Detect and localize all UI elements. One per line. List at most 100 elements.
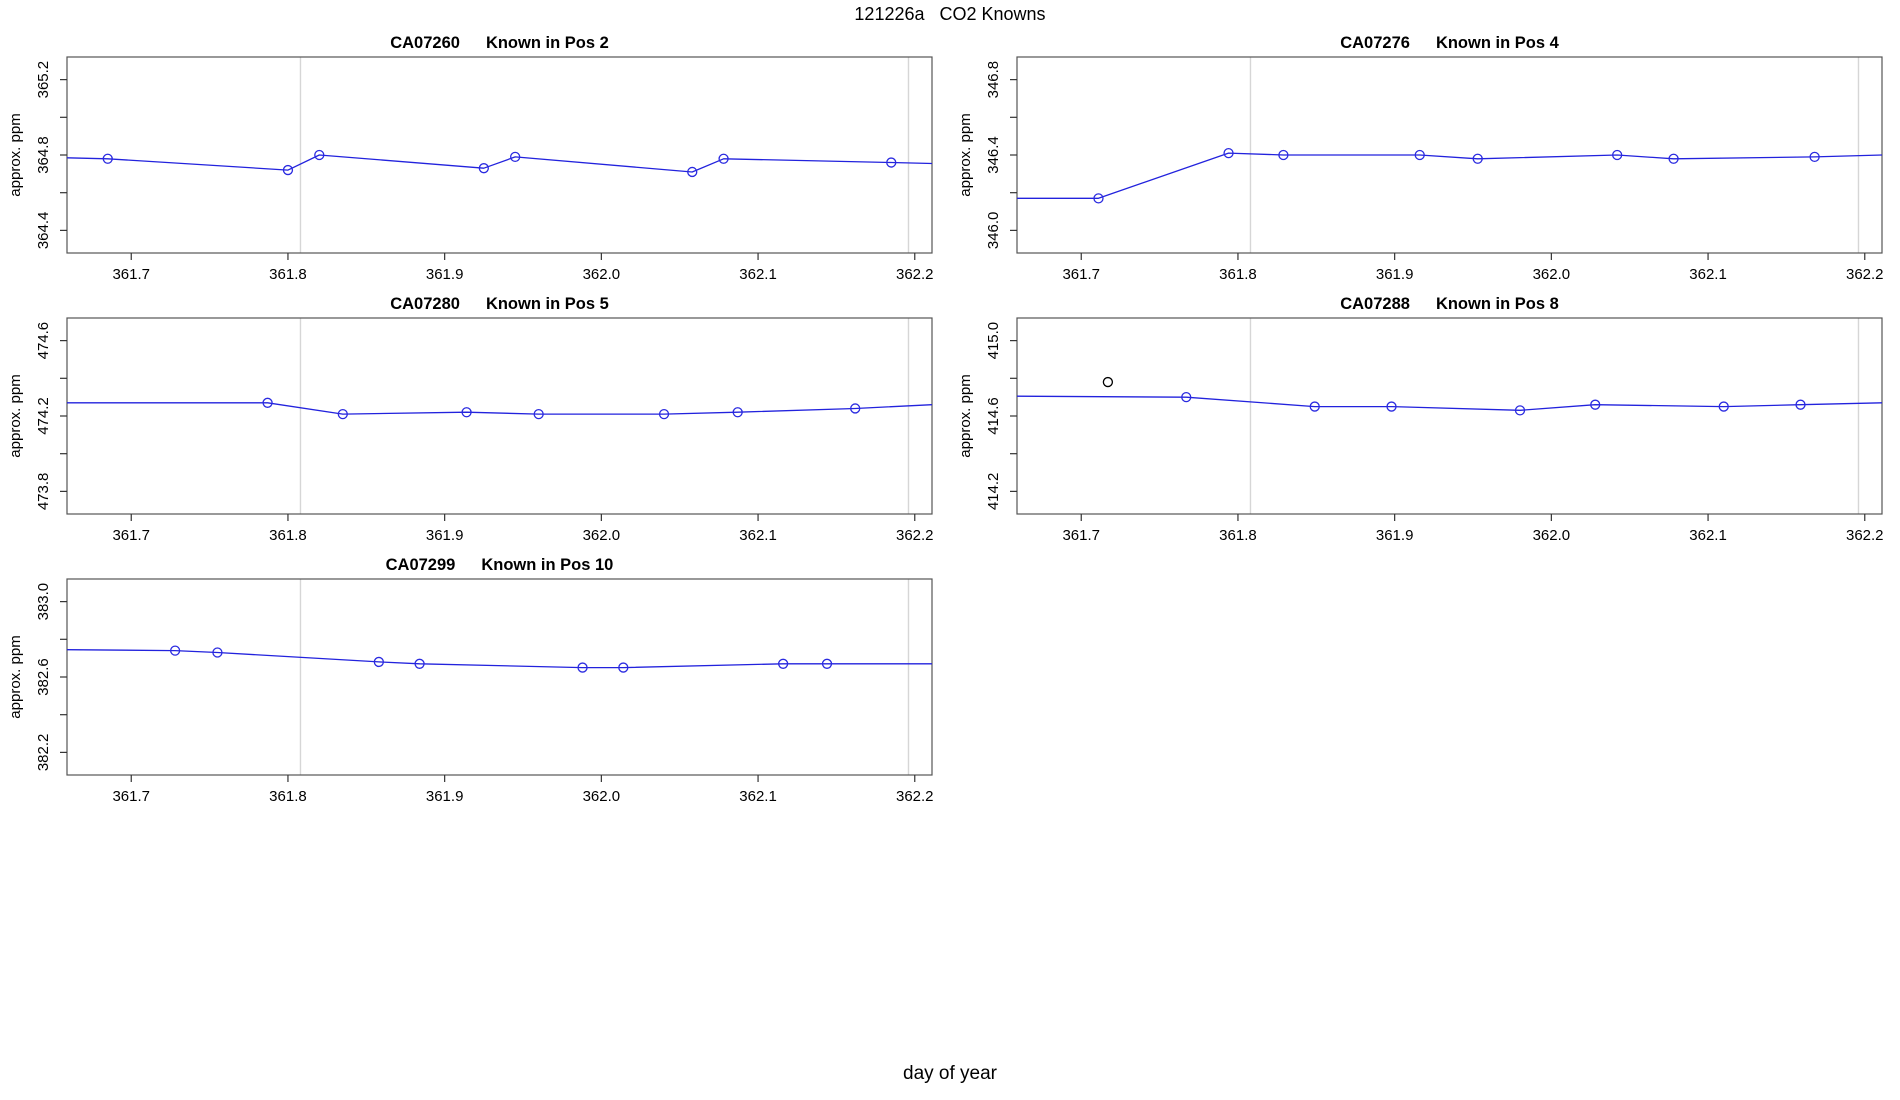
panel-ca07276: CA07276 Known in Pos 4 361.7 361.8 361.9 362.… bbox=[950, 25, 1900, 285]
y-axis-label: approx. ppm bbox=[957, 113, 974, 196]
plot-box bbox=[1016, 317, 1883, 515]
x-tick-label: 362.2 bbox=[896, 788, 934, 805]
x-tick-label: 361.9 bbox=[1376, 527, 1414, 544]
data-point bbox=[282, 164, 294, 176]
x-tick-label: 362.2 bbox=[896, 527, 934, 544]
panel-svg-ca07280: CA07280 Known in Pos 5 361.7 361.8 361.9 362.… bbox=[7, 295, 934, 544]
y-tick-label: 346.0 bbox=[985, 212, 1002, 250]
series-line bbox=[66, 154, 933, 173]
x-tick-label: 362.0 bbox=[1533, 527, 1571, 544]
y-tick-label: 383.0 bbox=[35, 583, 52, 621]
panel-title: CA07280 Known in Pos 5 bbox=[390, 295, 609, 313]
x-tick-label: 361.8 bbox=[1219, 266, 1257, 283]
data-point bbox=[1386, 401, 1397, 412]
y-axis-label: approx. ppm bbox=[7, 635, 24, 718]
x-tick-label: 362.0 bbox=[583, 266, 621, 283]
x-tick-label: 361.8 bbox=[269, 788, 307, 805]
data-point bbox=[533, 408, 544, 420]
panel-title: CA07299 Known in Pos 10 bbox=[386, 556, 614, 574]
data-point bbox=[718, 153, 729, 164]
panel-ca07299: CA07299 Known in Pos 10 361.7 361.8 361.9 362… bbox=[0, 547, 950, 807]
data-point bbox=[337, 408, 348, 420]
x-tick-label: 361.7 bbox=[1062, 527, 1100, 544]
x-tick-label: 361.7 bbox=[112, 527, 150, 544]
x-tick-label: 362.0 bbox=[1533, 266, 1571, 283]
panel-title: CA07276 Known in Pos 4 bbox=[1340, 34, 1559, 52]
data-point bbox=[577, 662, 588, 673]
data-point bbox=[314, 149, 325, 161]
x-tick-label: 361.9 bbox=[1376, 266, 1414, 283]
y-axis-label: approx. ppm bbox=[7, 113, 24, 196]
x-tick-label: 361.7 bbox=[112, 266, 150, 283]
data-point bbox=[687, 166, 698, 178]
y-tick-label: 474.2 bbox=[35, 397, 52, 435]
data-point bbox=[373, 656, 384, 668]
panel-ca07260: CA07260 Known in Pos 2 361.7 361.8 361.9 362.… bbox=[0, 25, 950, 285]
x-tick-label: 361.7 bbox=[1062, 266, 1100, 283]
data-point bbox=[1309, 401, 1320, 412]
series-line bbox=[1017, 152, 1883, 199]
outlier-point bbox=[1102, 376, 1114, 388]
panel-svg-ca07299: CA07299 Known in Pos 10 361.7 361.8 361.9 362… bbox=[7, 556, 934, 805]
x-tick-label: 362.1 bbox=[739, 266, 777, 283]
plot-box bbox=[1016, 56, 1883, 254]
x-tick-label: 362.1 bbox=[1689, 266, 1727, 283]
plot-box bbox=[66, 317, 933, 515]
series-line bbox=[66, 649, 932, 669]
x-tick-label: 361.8 bbox=[269, 266, 307, 283]
y-tick-label: 473.8 bbox=[35, 473, 52, 511]
x-tick-label: 362.1 bbox=[1689, 527, 1727, 544]
panel-ca07288: CA07288 Known in Pos 8 361.7 361.8 361.9 362.… bbox=[950, 286, 1900, 546]
data-point bbox=[1278, 149, 1289, 161]
data-point bbox=[1590, 399, 1601, 410]
y-tick-label: 364.8 bbox=[35, 136, 52, 174]
x-tick-label: 361.7 bbox=[112, 788, 150, 805]
series-line bbox=[1016, 395, 1883, 411]
panel-svg-ca07288: CA07288 Known in Pos 8 361.7 361.8 361.9 362.… bbox=[957, 295, 1884, 544]
data-point bbox=[461, 407, 472, 418]
x-axis-shared-label: day of year bbox=[903, 1063, 997, 1084]
page-title: 121226a CO2 Knowns bbox=[854, 4, 1046, 24]
x-tick-label: 362.1 bbox=[739, 527, 777, 544]
data-point bbox=[1718, 401, 1729, 412]
y-tick-label: 382.2 bbox=[35, 734, 52, 772]
x-tick-label: 362.0 bbox=[583, 788, 621, 805]
data-point bbox=[1181, 392, 1192, 403]
plot-box bbox=[66, 578, 933, 776]
data-point bbox=[658, 408, 670, 420]
data-point bbox=[1223, 147, 1234, 159]
plot-box bbox=[66, 56, 933, 254]
x-tick-label: 362.2 bbox=[1846, 266, 1884, 283]
data-point bbox=[850, 403, 861, 414]
y-tick-label: 414.6 bbox=[985, 397, 1002, 435]
x-tick-label: 362.0 bbox=[583, 527, 621, 544]
data-point bbox=[821, 658, 833, 669]
x-tick-label: 361.9 bbox=[426, 527, 464, 544]
data-point bbox=[1795, 399, 1806, 410]
data-point bbox=[102, 153, 113, 164]
panel-title: CA07260 Known in Pos 2 bbox=[390, 34, 609, 52]
data-point bbox=[1612, 149, 1623, 161]
panel-title: CA07288 Known in Pos 8 bbox=[1340, 295, 1559, 313]
data-point bbox=[1414, 149, 1425, 161]
y-tick-label: 415.0 bbox=[985, 322, 1002, 360]
data-point bbox=[886, 157, 897, 168]
data-point bbox=[1093, 193, 1104, 204]
y-tick-label: 346.4 bbox=[985, 136, 1002, 174]
data-point bbox=[212, 647, 223, 658]
data-point bbox=[1668, 153, 1679, 164]
y-tick-label: 382.6 bbox=[35, 658, 52, 696]
y-tick-label: 346.8 bbox=[985, 61, 1002, 99]
x-tick-label: 361.9 bbox=[426, 788, 464, 805]
data-point bbox=[777, 658, 789, 669]
data-point bbox=[510, 151, 521, 163]
x-tick-label: 361.8 bbox=[269, 527, 307, 544]
data-point bbox=[478, 163, 489, 174]
y-tick-label: 474.6 bbox=[35, 322, 52, 360]
data-point bbox=[1514, 405, 1526, 416]
panel-svg-ca07276: CA07276 Known in Pos 4 361.7 361.8 361.9 362.… bbox=[957, 34, 1884, 283]
x-tick-label: 361.8 bbox=[1219, 527, 1257, 544]
series-line bbox=[67, 402, 933, 415]
y-tick-label: 365.2 bbox=[35, 61, 52, 99]
